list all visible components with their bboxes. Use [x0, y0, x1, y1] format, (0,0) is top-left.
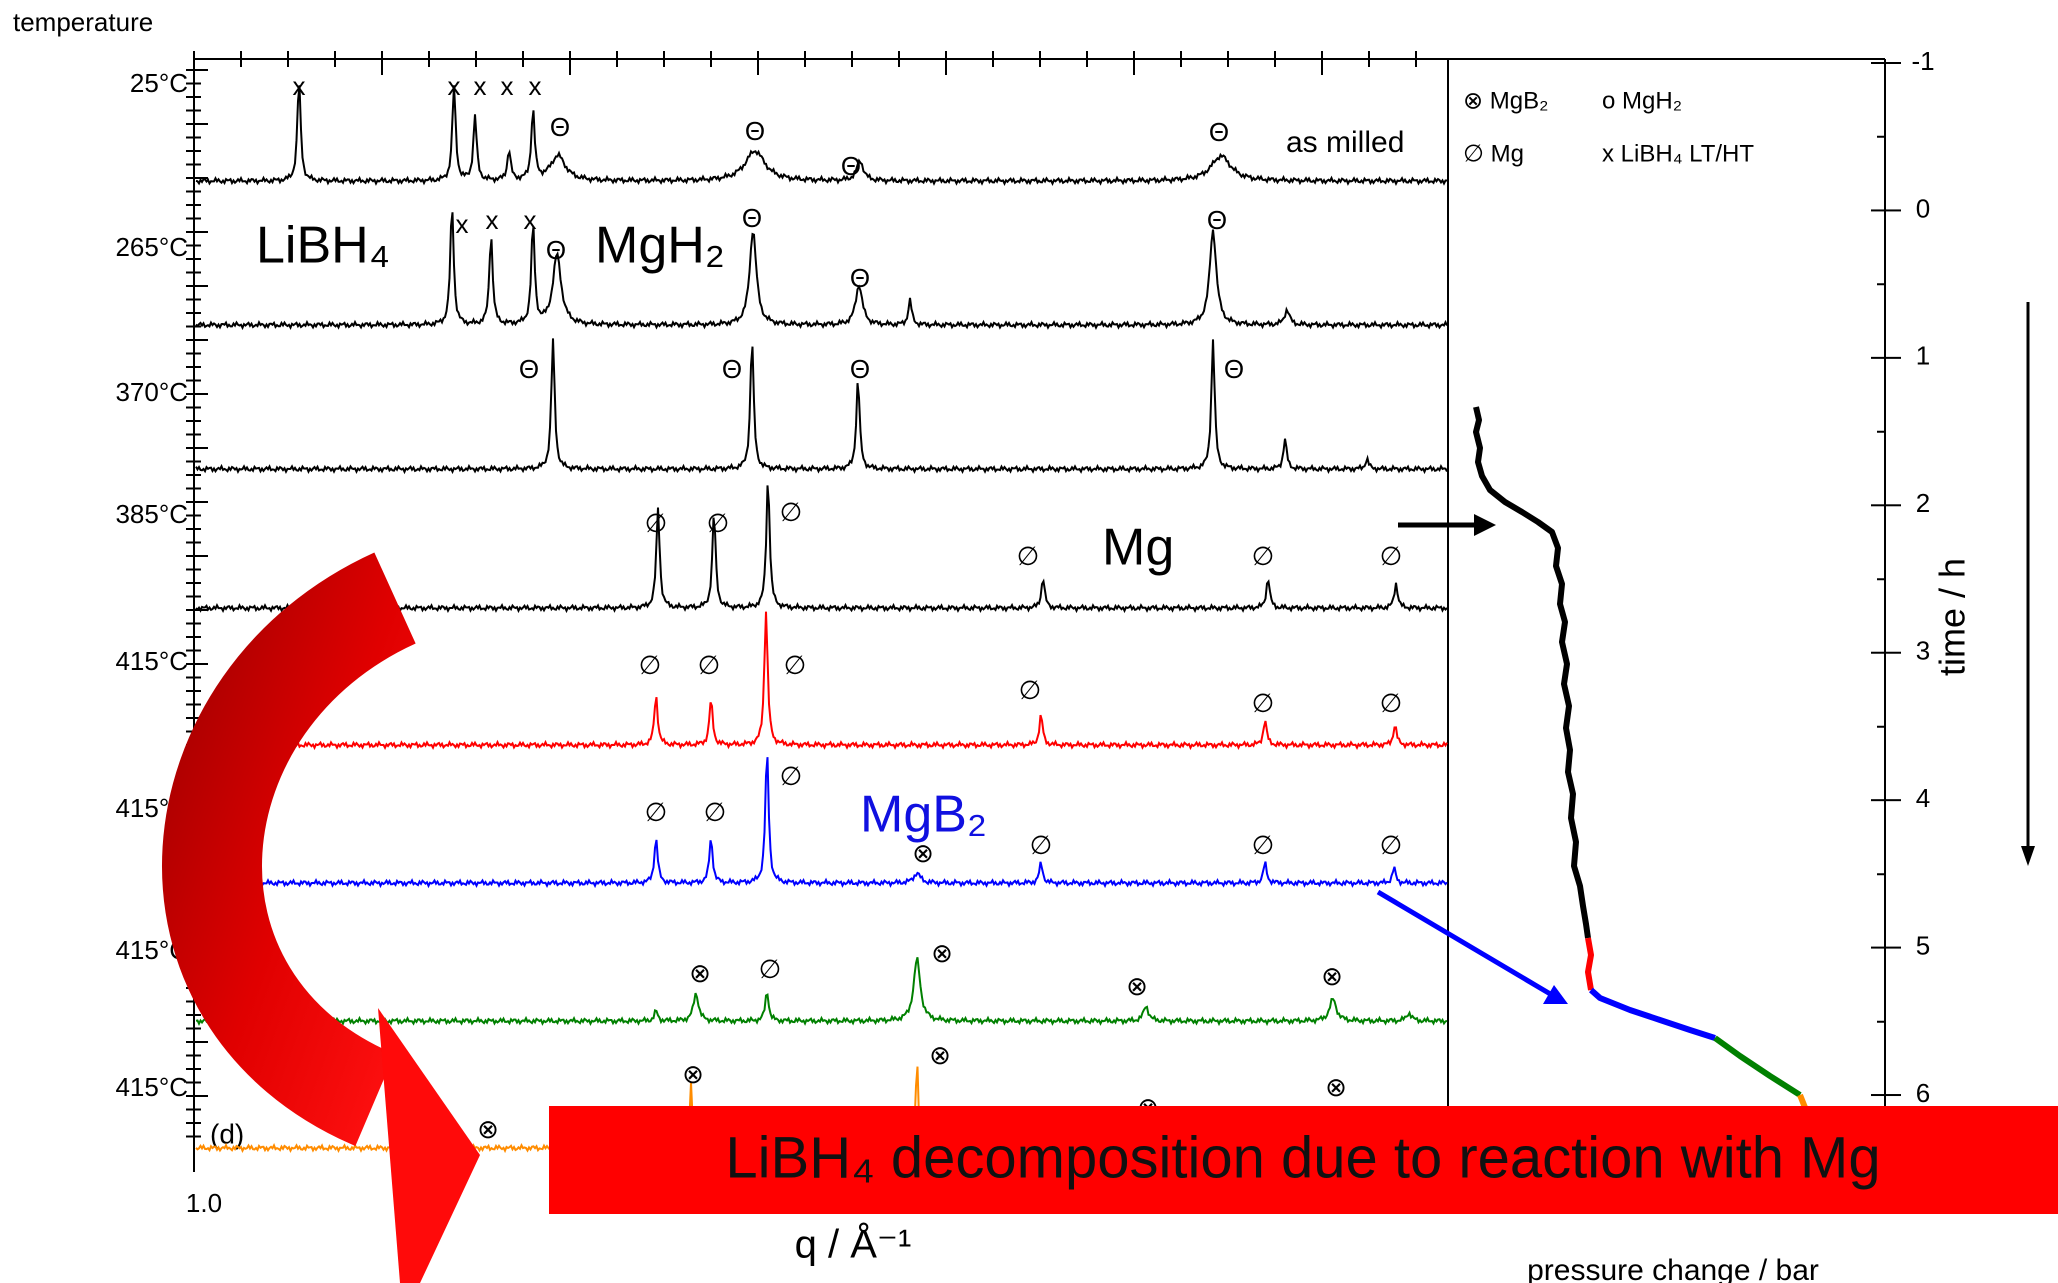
peak-marker: ∅ [1252, 688, 1275, 718]
peak-marker: x [293, 71, 306, 101]
y2-tick-label: 3 [1916, 636, 1930, 666]
peak-marker: Θ [519, 354, 539, 384]
peak-marker: Θ [850, 354, 870, 384]
peak-marker: x [486, 205, 499, 235]
peak-marker: Θ [722, 354, 742, 384]
peak-marker: Θ [1209, 117, 1229, 147]
x-axis-label: q / Å⁻¹ [795, 1222, 912, 1267]
legend-entry: ⊗ MgB₂ [1463, 87, 1548, 114]
peak-marker: ∅ [639, 650, 662, 680]
pressure-segment [1476, 407, 1588, 938]
y2-tick-label: 2 [1916, 488, 1930, 518]
peak-marker: x [474, 71, 487, 101]
peak-marker: ⊗ [682, 1059, 704, 1089]
peak-marker: ∅ [759, 954, 782, 984]
temperature-label: 415°C [115, 646, 188, 676]
xrd-pattern [196, 757, 1447, 886]
peak-marker: ∅ [1252, 830, 1275, 860]
peak-marker: x [524, 205, 537, 235]
legend-entry: o MgH₂ [1602, 87, 1682, 114]
pressure-segment [1591, 990, 1715, 1038]
arrow-head [2021, 846, 2035, 866]
temperature-label: 25°C [130, 68, 188, 98]
peak-marker: ∅ [1380, 830, 1403, 860]
peak-marker: ⊗ [689, 958, 711, 988]
peak-marker: ⊗ [912, 838, 934, 868]
peak-marker: ∅ [704, 797, 727, 827]
legend-entry: ∅ Mg [1463, 140, 1524, 167]
arrow-head [378, 1008, 480, 1283]
arrow-body [212, 598, 395, 1100]
xrd-pattern [196, 85, 1447, 183]
temperature-label: 385°C [115, 499, 188, 529]
peak-marker: ⊗ [931, 938, 953, 968]
peak-marker: ∅ [645, 797, 668, 827]
peak-marker: ∅ [1030, 830, 1053, 860]
temperature-label: 265°C [115, 232, 188, 262]
peak-marker: ∅ [784, 650, 807, 680]
peak-marker: x [456, 209, 469, 239]
pressure-segment [1588, 938, 1591, 990]
peak-marker: Θ [742, 203, 762, 233]
peak-marker: ⊗ [1321, 961, 1343, 991]
peak-marker: x [529, 71, 542, 101]
annotation: MgH₂ [595, 217, 725, 275]
peak-marker: x [501, 71, 514, 101]
peak-marker: ⊗ [929, 1040, 951, 1070]
peak-marker: ∅ [1019, 675, 1042, 705]
peak-marker: ∅ [780, 761, 803, 791]
y-axis-label: temperature [13, 7, 153, 37]
arrow-head [1474, 514, 1496, 536]
peak-marker: x [448, 71, 461, 101]
peak-marker: ∅ [1017, 541, 1040, 571]
annotation: Mg [1102, 519, 1174, 577]
peak-marker: ⊗ [477, 1114, 499, 1144]
peak-marker: Θ [1207, 205, 1227, 235]
peak-marker: ⊗ [1126, 971, 1148, 1001]
y2-tick-label: 6 [1916, 1078, 1930, 1108]
curved-arrow [212, 598, 480, 1283]
peak-marker: ∅ [707, 508, 730, 538]
banner-text: LiBH₄ decomposition due to reaction with… [725, 1125, 1880, 1190]
legend-entry: x LiBH₄ LT/HT [1602, 140, 1754, 167]
annotation: as milled [1286, 126, 1404, 159]
peak-marker: ∅ [1252, 541, 1275, 571]
peak-marker: Θ [1224, 354, 1244, 384]
y2-tick-label: 0 [1916, 193, 1930, 223]
plot-frame [186, 51, 1901, 1172]
y2-tick-label: 5 [1916, 930, 1930, 960]
temperature-label: 370°C [115, 377, 188, 407]
peak-marker: Θ [546, 235, 566, 265]
peak-marker: Θ [841, 151, 861, 181]
y2-tick-label: 4 [1916, 783, 1930, 813]
peak-marker: ∅ [1380, 688, 1403, 718]
pressure-curve [1476, 407, 1806, 1110]
peak-marker: ∅ [645, 508, 668, 538]
page: temperature q / Å⁻¹ time / h pressure ch… [0, 0, 2058, 1283]
xrd-pattern [196, 957, 1447, 1024]
y2-axis-label: time / h [1932, 558, 1973, 676]
peak-marker: ⊗ [1325, 1072, 1347, 1102]
temperature-label: 415°C [115, 1072, 188, 1102]
peak-marker: ∅ [780, 497, 803, 527]
annotation: MgB₂ [860, 786, 987, 844]
pattern-label: (d) [210, 1118, 244, 1149]
peak-marker: ∅ [698, 650, 721, 680]
annotation: LiBH₄ [256, 217, 390, 275]
y2-tick-label: -1 [1911, 46, 1934, 76]
pressure-axis-label: pressure change / bar [1527, 1254, 1819, 1283]
pressure-segment [1715, 1038, 1800, 1095]
peak-marker: ∅ [1380, 541, 1403, 571]
peak-marker: Θ [550, 112, 570, 142]
x-tick-label: 1.0 [186, 1188, 222, 1218]
xrd-pattern [196, 338, 1447, 471]
figure: temperature q / Å⁻¹ time / h pressure ch… [0, 0, 2058, 1283]
peak-marker: Θ [745, 116, 765, 146]
peak-marker: Θ [850, 263, 870, 293]
arrow-shaft [1378, 892, 1552, 995]
y2-tick-label: 1 [1916, 341, 1930, 371]
